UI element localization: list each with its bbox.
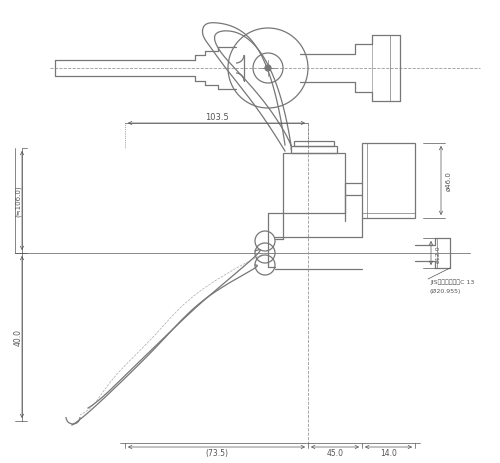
Bar xyxy=(291,147,337,154)
Text: 45.0: 45.0 xyxy=(326,449,344,457)
Text: JIS給水管等符合C 13: JIS給水管等符合C 13 xyxy=(430,279,474,284)
Text: (≒106.0): (≒106.0) xyxy=(15,185,22,217)
Bar xyxy=(294,142,334,147)
Text: 14.0: 14.0 xyxy=(380,449,397,457)
Text: (Ø20.955): (Ø20.955) xyxy=(430,288,462,293)
Text: ø46.0: ø46.0 xyxy=(446,171,452,191)
Text: 103.5: 103.5 xyxy=(204,113,229,122)
Text: (73.5): (73.5) xyxy=(205,449,228,457)
Bar xyxy=(362,144,415,219)
Bar xyxy=(283,154,345,213)
Text: 40.0: 40.0 xyxy=(14,329,22,346)
Circle shape xyxy=(265,66,271,72)
Text: ø12.0: ø12.0 xyxy=(436,244,440,262)
